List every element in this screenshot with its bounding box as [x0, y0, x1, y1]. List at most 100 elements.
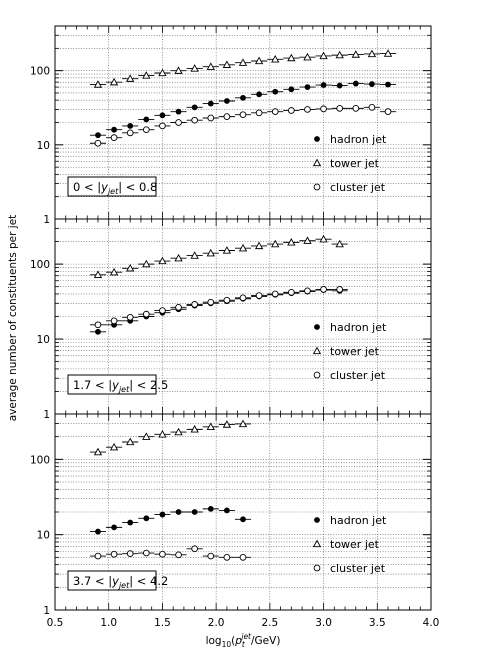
data-point	[222, 420, 232, 428]
legend-marker	[314, 517, 320, 523]
data-point	[109, 77, 119, 86]
data-point	[336, 286, 344, 293]
data-point	[126, 74, 135, 82]
data-point	[367, 49, 377, 58]
data-point	[142, 259, 151, 268]
data-point	[175, 551, 182, 559]
data-point	[143, 116, 150, 123]
region-label-box	[67, 374, 157, 395]
legend-marker	[312, 346, 322, 355]
data-point	[206, 62, 215, 70]
data-point	[93, 80, 103, 88]
data-point	[239, 554, 247, 561]
data-point	[256, 91, 263, 98]
data-point	[352, 105, 360, 112]
data-point	[207, 298, 215, 306]
data-point	[190, 251, 199, 259]
data-point	[240, 516, 246, 523]
data-point	[385, 81, 391, 88]
data-point	[304, 106, 311, 113]
data-point	[175, 119, 182, 126]
data-point	[206, 248, 215, 257]
data-point	[127, 519, 134, 526]
data-point	[255, 292, 263, 299]
y-tick-label: 100	[30, 259, 50, 271]
data-point	[304, 287, 311, 295]
legend-marker	[313, 371, 321, 379]
data-point	[304, 84, 311, 91]
y-tick-label: 1	[43, 605, 50, 617]
data-point	[159, 112, 166, 119]
data-point	[287, 289, 295, 296]
x-tick-label: 2.5	[262, 617, 279, 629]
data-point	[109, 267, 119, 276]
data-point	[190, 64, 199, 72]
data-point	[191, 116, 199, 124]
legend-marker	[313, 564, 321, 572]
legend-label: tower jet	[330, 538, 380, 551]
data-point	[320, 286, 327, 293]
data-point	[95, 328, 101, 335]
data-point	[336, 105, 344, 112]
legend-label: cluster jet	[330, 369, 386, 382]
data-point	[93, 447, 103, 456]
legend-marker	[312, 158, 322, 167]
data-point	[223, 507, 230, 514]
legend-label: cluster jet	[330, 562, 386, 575]
data-point	[254, 241, 264, 250]
y-tick-label: 10	[37, 530, 50, 542]
data-point	[352, 80, 359, 87]
region-label-box	[67, 176, 157, 197]
data-point	[239, 111, 247, 119]
y-tick-label: 1	[43, 214, 50, 226]
data-point	[110, 550, 118, 558]
data-point	[271, 239, 280, 248]
data-point	[109, 442, 119, 451]
data-point	[335, 50, 344, 59]
data-point	[95, 132, 101, 139]
data-point	[238, 419, 248, 428]
data-point	[143, 515, 150, 522]
data-point	[207, 505, 214, 512]
data-point	[223, 554, 231, 561]
y-tick-label: 100	[30, 454, 50, 466]
legend-marker	[313, 183, 321, 191]
data-point	[94, 552, 102, 560]
data-point	[142, 126, 150, 134]
data-point	[239, 294, 247, 302]
data-point	[126, 129, 134, 137]
region-label-box	[67, 570, 157, 591]
data-point	[126, 437, 135, 446]
legend-marker	[314, 136, 320, 142]
data-point	[287, 238, 296, 246]
data-point	[384, 108, 392, 116]
data-point	[159, 511, 166, 518]
data-point	[158, 256, 167, 265]
data-point	[93, 270, 103, 278]
x-tick-label: 3.0	[315, 617, 332, 629]
data-point	[223, 98, 230, 104]
legend-label: hadron jet	[330, 321, 387, 334]
region-label: 3.7 < |yjet| < 4.2	[73, 574, 168, 590]
data-point	[158, 68, 167, 77]
data-point	[254, 56, 264, 65]
data-point	[383, 49, 393, 57]
data-point	[320, 105, 327, 113]
data-point	[335, 239, 344, 248]
data-point	[191, 301, 199, 308]
data-point	[303, 236, 312, 244]
legend-marker	[312, 539, 322, 548]
data-point	[126, 263, 135, 272]
data-point	[159, 307, 166, 314]
data-point	[320, 82, 327, 88]
data-point	[159, 122, 166, 130]
data-point	[207, 114, 215, 122]
data-point	[319, 51, 328, 60]
data-point	[174, 427, 183, 436]
data-point	[127, 122, 134, 129]
data-point	[240, 94, 246, 101]
data-point	[238, 58, 248, 66]
data-point	[191, 509, 198, 515]
data-point	[126, 550, 134, 557]
